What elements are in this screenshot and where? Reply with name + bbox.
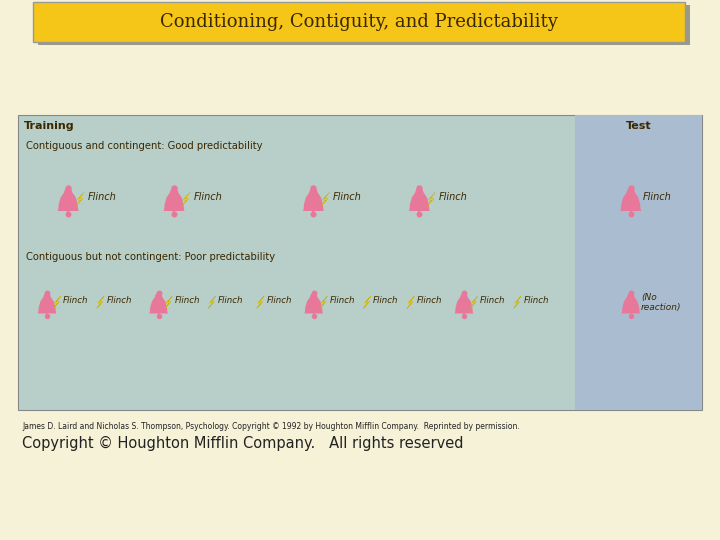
Text: (No
reaction): (No reaction): [641, 293, 682, 312]
Polygon shape: [76, 192, 84, 206]
Polygon shape: [303, 188, 324, 211]
Text: Copyright © Houghton Mifflin Company.   All rights reserved: Copyright © Houghton Mifflin Company. Al…: [22, 436, 464, 451]
Polygon shape: [96, 296, 104, 308]
Text: Flinch: Flinch: [88, 192, 117, 202]
Polygon shape: [149, 293, 168, 314]
Text: James D. Laird and Nicholas S. Thompson, Psychology. Copyright © 1992 by Houghto: James D. Laird and Nicholas S. Thompson,…: [22, 422, 520, 431]
Polygon shape: [513, 296, 521, 308]
Polygon shape: [320, 296, 327, 308]
Text: Flinch: Flinch: [642, 192, 671, 202]
Text: Flinch: Flinch: [373, 296, 398, 305]
Text: Flinch: Flinch: [266, 296, 292, 305]
Text: Flinch: Flinch: [480, 296, 505, 305]
Polygon shape: [409, 188, 430, 211]
Text: Flinch: Flinch: [523, 296, 549, 305]
Polygon shape: [427, 192, 436, 206]
Polygon shape: [621, 293, 640, 314]
Text: Flinch: Flinch: [438, 192, 467, 202]
FancyBboxPatch shape: [33, 2, 685, 42]
Polygon shape: [181, 192, 190, 206]
Polygon shape: [364, 296, 371, 308]
Text: Flinch: Flinch: [107, 296, 132, 305]
Text: Conditioning, Contiguity, and Predictability: Conditioning, Contiguity, and Predictabi…: [160, 13, 558, 31]
Text: Flinch: Flinch: [174, 296, 200, 305]
Polygon shape: [165, 296, 172, 308]
Polygon shape: [163, 188, 184, 211]
Text: Flinch: Flinch: [330, 296, 355, 305]
Text: Test: Test: [626, 121, 652, 131]
FancyBboxPatch shape: [18, 115, 702, 410]
Polygon shape: [257, 296, 264, 308]
Polygon shape: [321, 192, 329, 206]
Polygon shape: [470, 296, 477, 308]
Polygon shape: [621, 188, 642, 211]
FancyBboxPatch shape: [575, 115, 702, 410]
Text: Flinch: Flinch: [417, 296, 442, 305]
Text: Flinch: Flinch: [333, 192, 361, 202]
Polygon shape: [407, 296, 414, 308]
Polygon shape: [58, 188, 78, 211]
Polygon shape: [208, 296, 215, 308]
Polygon shape: [38, 293, 56, 314]
Text: Contiguous but not contingent: Poor predictability: Contiguous but not contingent: Poor pred…: [26, 253, 275, 262]
Text: Contiguous and contingent: Good predictability: Contiguous and contingent: Good predicta…: [26, 141, 263, 151]
FancyBboxPatch shape: [38, 5, 690, 45]
Polygon shape: [305, 293, 323, 314]
Text: Training: Training: [24, 121, 75, 131]
Text: Flinch: Flinch: [194, 192, 222, 202]
Text: Flinch: Flinch: [218, 296, 243, 305]
Polygon shape: [455, 293, 473, 314]
Text: Flinch: Flinch: [63, 296, 89, 305]
Polygon shape: [53, 296, 60, 308]
